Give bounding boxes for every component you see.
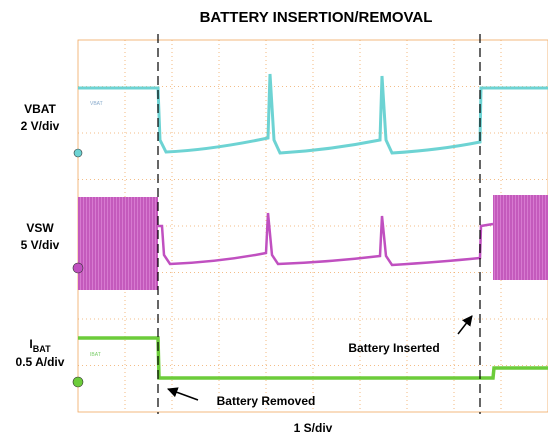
ibat-tag: IBAT bbox=[90, 352, 101, 358]
channel-scale: 0.5 A/div bbox=[16, 355, 65, 369]
channel-name: VSW bbox=[26, 221, 54, 235]
time-scale: 1 S/div bbox=[294, 421, 333, 435]
channel-scale: 2 V/div bbox=[21, 119, 60, 133]
title: BATTERY INSERTION/REMOVAL bbox=[200, 9, 433, 26]
arrow bbox=[457, 315, 473, 335]
vsw-noise bbox=[493, 195, 548, 280]
annotation: Battery Removed bbox=[217, 394, 316, 408]
vsw-marker bbox=[72, 262, 84, 274]
annotation: Battery Inserted bbox=[348, 341, 439, 355]
arrow bbox=[167, 387, 199, 401]
channel-name-main: I bbox=[29, 337, 32, 351]
vbat-marker bbox=[73, 148, 83, 158]
vsw-noise bbox=[78, 197, 158, 290]
channel-name: IBAT bbox=[29, 337, 51, 354]
channel-name: VBAT bbox=[24, 102, 56, 116]
vsw-trace bbox=[158, 212, 494, 267]
channel-scale: 5 V/div bbox=[21, 238, 60, 252]
vbat-trace bbox=[78, 73, 548, 155]
vbat-tag: VBAT bbox=[90, 101, 103, 107]
ibat-marker bbox=[72, 376, 84, 388]
channel-name-sub: BAT bbox=[33, 344, 51, 354]
ibat-trace bbox=[78, 336, 548, 380]
